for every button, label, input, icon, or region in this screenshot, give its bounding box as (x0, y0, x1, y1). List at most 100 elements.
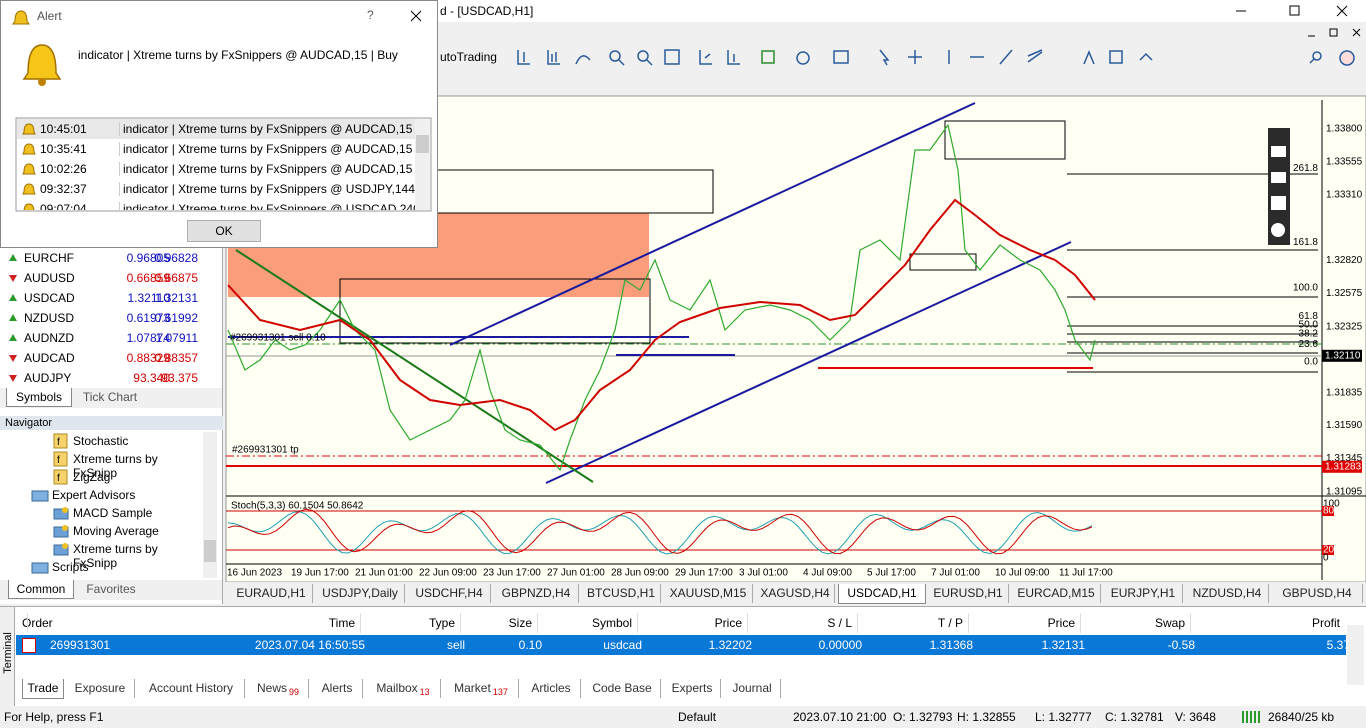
chart-tab[interactable]: BTCUSD,H1 (582, 584, 661, 603)
status-help: For Help, press F1 (4, 710, 104, 724)
terminal-tab[interactable]: Exposure (66, 679, 135, 698)
chart-tab[interactable]: GBPNZD,H4 (494, 584, 579, 603)
tree-item[interactable]: Stochastic (73, 434, 129, 448)
tab-label: Mailbox (376, 681, 418, 695)
tab-label: Exposure (74, 681, 126, 695)
terminal-tab[interactable]: Articles (522, 679, 581, 698)
column-header[interactable]: Swap (1154, 616, 1185, 630)
tab[interactable]: Symbols (6, 388, 72, 407)
chart-tab[interactable]: XAUUSD,M15 (664, 584, 753, 603)
symbol: EURCHF (24, 251, 74, 265)
column-header[interactable]: Price (714, 616, 742, 630)
price-tag (1322, 349, 1362, 362)
tab[interactable]: Tick Chart (82, 390, 138, 404)
fib-label: 61.8 (1299, 311, 1319, 322)
bid: 0.88329 (126, 351, 170, 365)
terminal-tab[interactable]: Alerts (312, 679, 363, 698)
cell: usdcad (603, 638, 642, 652)
stoch-signal (227, 508, 1093, 555)
fib-label: 261.8 (1293, 163, 1318, 174)
column-header[interactable]: Type (428, 616, 455, 630)
alert-row[interactable]: 10:45:01 indicator | Xtreme turns by FxSn… (17, 119, 415, 139)
chart-tab[interactable]: XAGUSD,H4 (756, 584, 835, 603)
stoch-level: 100 (1323, 499, 1340, 510)
direction-icon (9, 355, 17, 362)
symbol: AUDUSD (24, 271, 75, 285)
status-bar: For Help, press F1 Default 2023.07.10 21:0… (0, 706, 1366, 728)
toolbar-icons[interactable] (517, 49, 1355, 66)
tree-item[interactable]: ZigZag (73, 470, 111, 484)
status-traffic: 26840/25 kb (1268, 710, 1335, 724)
column-header[interactable]: S / L (827, 616, 852, 630)
ask: 0.88357 (154, 351, 198, 365)
terminal-tab[interactable]: Code Base (584, 679, 661, 698)
status-high: H: 1.32855 (957, 710, 1016, 724)
alert-row[interactable]: 10:02:26 indicator | Xtreme turns by FxSn… (17, 159, 415, 179)
help-button[interactable]: ? (367, 8, 374, 22)
level-tag (1322, 506, 1334, 516)
market-row[interactable]: NZDUSD 0.61973 0.61992 (0, 308, 222, 328)
chart-tab[interactable]: NZDUSD,H4 (1186, 584, 1269, 603)
column-header[interactable]: T / P (937, 616, 963, 630)
cell: 0.00000 (818, 638, 862, 652)
ask: 0.61992 (154, 311, 198, 325)
terminal-tab[interactable]: Market 137 (444, 679, 519, 698)
terminal-tab[interactable]: Experts (664, 679, 721, 698)
terminal-tab[interactable]: Account History (138, 679, 245, 698)
tab-label: Account History (148, 681, 234, 695)
tree-item[interactable]: MACD Sample (73, 506, 153, 520)
tab-label: News (256, 681, 287, 695)
stoch-level: 0 (1323, 553, 1329, 564)
terminal-tab[interactable]: Trade (22, 679, 64, 699)
alert-row[interactable]: 10:35:41 indicator | Xtreme turns by FxSn… (17, 139, 415, 159)
tree-item[interactable]: Expert Advisors (52, 488, 136, 502)
tree-item[interactable]: Scripts (52, 560, 89, 574)
chart-tab[interactable]: EURCAD,M15 (1012, 584, 1101, 603)
price-label: 1.31590 (1326, 420, 1363, 431)
symbol: USDCAD (24, 291, 75, 305)
alert-row[interactable]: 09:07:04 indicator | Xtreme turns by FxSn… (17, 199, 415, 210)
tab[interactable]: Common (8, 580, 74, 599)
chart-tab[interactable]: USDCAD,H1 (838, 584, 926, 604)
time-label: 10 Jul 09:00 (995, 568, 1050, 579)
alert-row[interactable]: 09:32:37 indicator | Xtreme turns by FxSn… (17, 179, 415, 199)
column-header[interactable]: Size (508, 616, 532, 630)
chart-tab[interactable]: GBPUSD,H4 (1272, 584, 1363, 603)
tab-label: Code Base (592, 681, 652, 695)
chart-tab[interactable]: USDJPY,Daily (316, 584, 405, 603)
autotrading-button[interactable]: utoTrading (440, 50, 497, 64)
fib-label: 0.0 (1304, 357, 1318, 368)
market-row[interactable]: AUDJPY 93.340 93.375 (0, 368, 222, 386)
ok-button[interactable]: OK (187, 220, 261, 242)
terminal-tab[interactable]: Journal (724, 679, 781, 698)
chart-tab[interactable]: EURAUD,H1 (230, 584, 313, 603)
order-row[interactable]: 269931301 2023.07.04 16:50:55 sell 0.10 usdc… (16, 635, 1350, 655)
floating-toolbar-icons[interactable] (1271, 146, 1286, 237)
tab-label: Articles (531, 681, 571, 695)
market-row[interactable]: USDCAD 1.32110 1.32131 (0, 288, 222, 308)
market-row[interactable]: AUDCAD 0.88329 0.88357 (0, 348, 222, 368)
chart-tab[interactable]: USDCHF,H4 (408, 584, 491, 603)
column-header[interactable]: Profit (1311, 616, 1340, 630)
column-header[interactable]: Time (328, 616, 355, 630)
tab[interactable]: Favorites (86, 582, 136, 596)
column-header[interactable]: Price (1047, 616, 1075, 630)
chart-tab[interactable]: EURUSD,H1 (928, 584, 1009, 603)
terminal-tab[interactable]: Mailbox 13 (366, 679, 441, 698)
cell: 5.37 (1326, 638, 1350, 652)
tree-item[interactable]: Xtreme turns by FxSnipp (73, 542, 158, 570)
navigator-tree: f Stochastic f Xtreme turns by FxSnipp f ZigZ… (0, 432, 202, 578)
column-header[interactable]: Symbol (591, 616, 632, 630)
column-header[interactable]: Order (22, 616, 53, 630)
window-controls[interactable] (1236, 5, 1361, 37)
market-row[interactable]: AUDUSD 0.66859 0.66875 (0, 268, 222, 288)
terminal-tab[interactable]: News 99 (248, 679, 309, 698)
floating-toolbar[interactable] (1268, 128, 1290, 245)
tree-item[interactable]: Xtreme turns by FxSnipp (73, 452, 158, 480)
market-row[interactable]: EURCHF 0.96805 0.96828 (0, 248, 222, 268)
market-row[interactable]: AUDNZD 1.07874 1.07911 (0, 328, 222, 348)
tree-item[interactable]: Moving Average (73, 524, 159, 538)
chart-tab[interactable]: EURJPY,H1 (1104, 584, 1183, 603)
fib-label: 38.2 (1299, 328, 1319, 339)
time-label: 29 Jun 17:00 (675, 568, 733, 579)
